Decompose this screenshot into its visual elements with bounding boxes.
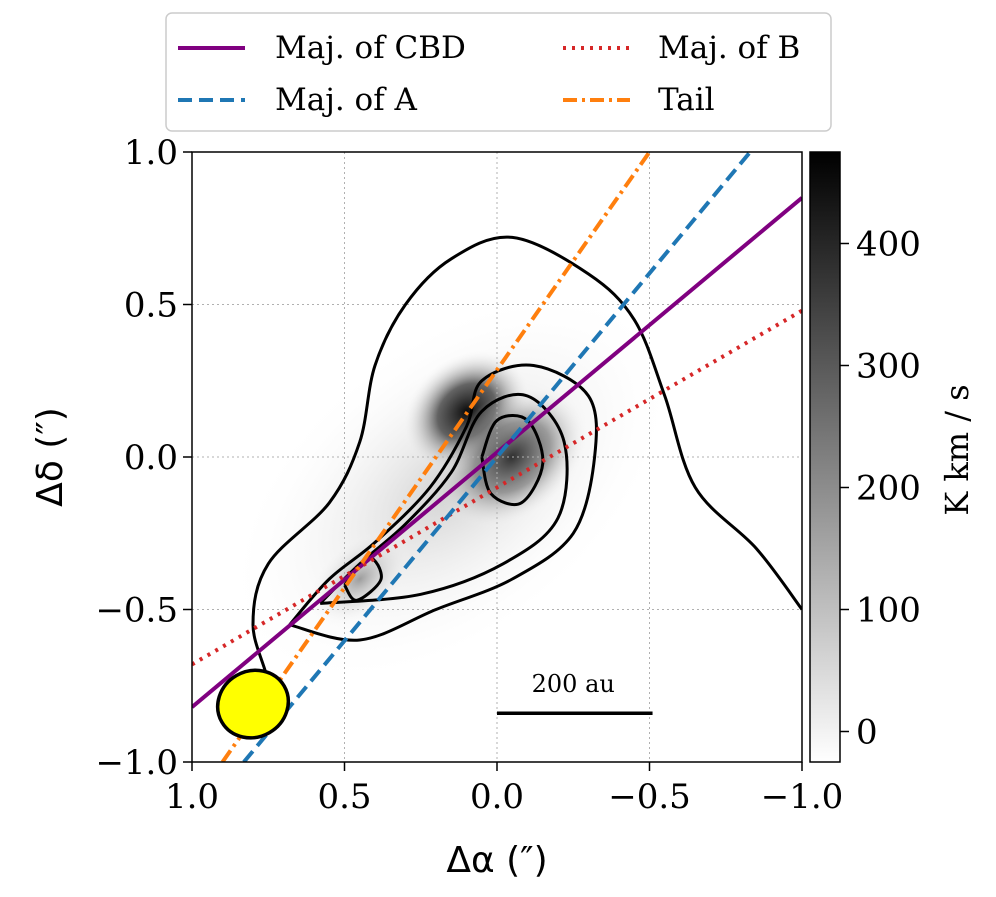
x-tick-label: 0.5 bbox=[317, 777, 371, 817]
annotations: 200 au bbox=[215, 668, 653, 740]
series-line-0 bbox=[192, 196, 802, 709]
series-line-1 bbox=[192, 308, 802, 667]
series-lines bbox=[192, 152, 802, 762]
colorbar-label: K km / s bbox=[938, 384, 976, 515]
legend-entry-b: Maj. of B bbox=[563, 30, 800, 66]
legend: Maj. of CBD Maj. of B Maj. of A Tail bbox=[165, 12, 832, 132]
series-line-3 bbox=[220, 152, 652, 762]
y-tick-label: −1.0 bbox=[95, 743, 178, 783]
contour-level-3 bbox=[319, 392, 569, 605]
legend-entry-a: Maj. of A bbox=[178, 82, 418, 118]
legend-entry-tail: Tail bbox=[563, 82, 715, 118]
x-tick-label: 1.0 bbox=[165, 777, 219, 817]
y-tick-label: 0.0 bbox=[124, 438, 178, 478]
grid bbox=[192, 152, 802, 762]
contour-level-1 bbox=[251, 235, 802, 732]
colorbar-tick-label: 300 bbox=[856, 347, 921, 387]
y-axis-label: Δδ (″) bbox=[30, 407, 71, 507]
legend-label-cbd: Maj. of CBD bbox=[275, 30, 466, 66]
axis-ticks: 1.0 0.5 0.0 −0.5 −1.01.00.50.0−0.5−1.0 bbox=[95, 133, 843, 817]
contour-level-2 bbox=[288, 363, 598, 642]
legend-label-a: Maj. of A bbox=[275, 82, 418, 118]
legend-entry-cbd: Maj. of CBD bbox=[178, 30, 466, 66]
contour-level-4 bbox=[480, 413, 545, 507]
x-tick-label: −0.5 bbox=[608, 777, 691, 817]
x-tick-label: −1.0 bbox=[761, 777, 844, 817]
y-tick-label: −0.5 bbox=[95, 591, 178, 631]
y-tick-label: 1.0 bbox=[124, 133, 178, 173]
colorbar-tick-label: 0 bbox=[856, 713, 878, 753]
x-tick-label: 0.0 bbox=[470, 777, 524, 817]
x-axis-label: Δα (″) bbox=[446, 840, 547, 881]
colorbar-ticks: 0 100 200 300 400 bbox=[840, 225, 921, 753]
colorbar: 0 100 200 300 400 K km / s bbox=[809, 151, 976, 763]
colorbar-gradient bbox=[809, 151, 841, 763]
colorbar-tick-label: 200 bbox=[856, 469, 921, 509]
beam-ellipse bbox=[215, 668, 291, 740]
scale-bar-label: 200 au bbox=[532, 670, 615, 698]
legend-frame bbox=[165, 12, 832, 132]
colorbar-tick-label: 100 bbox=[856, 591, 921, 631]
legend-label-b: Maj. of B bbox=[658, 30, 800, 66]
series-line-2 bbox=[242, 152, 752, 762]
legend-label-tail: Tail bbox=[658, 82, 715, 118]
colorbar-tick-label: 400 bbox=[856, 225, 921, 265]
y-tick-label: 0.5 bbox=[124, 286, 178, 326]
